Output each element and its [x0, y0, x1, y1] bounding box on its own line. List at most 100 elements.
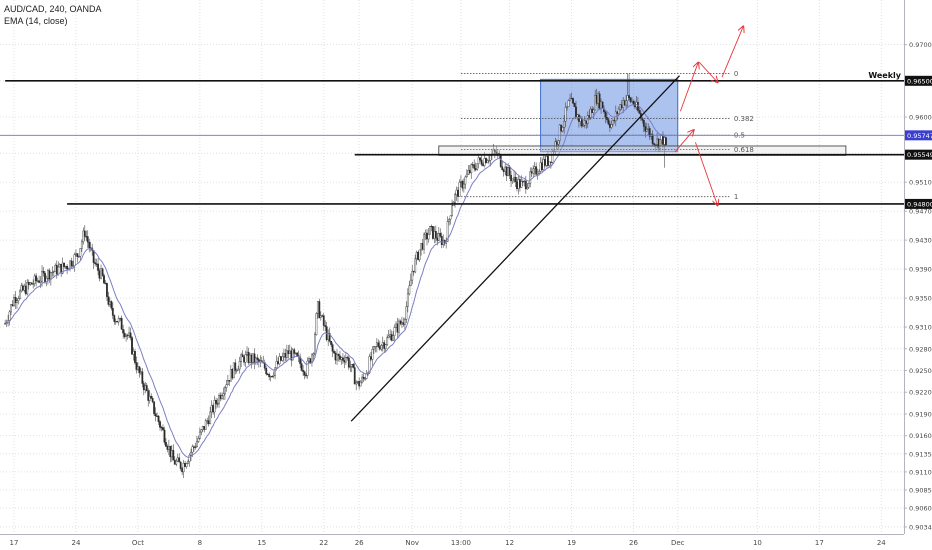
candle-body	[380, 345, 383, 350]
candle-body	[330, 340, 333, 345]
candle-body	[322, 315, 325, 326]
candle-body	[564, 107, 567, 122]
grid	[0, 0, 904, 534]
candle-body	[139, 371, 142, 374]
candle-body	[479, 157, 481, 161]
candle-body	[129, 332, 132, 338]
candle-body	[501, 166, 504, 170]
time-tick-label: 15	[257, 539, 266, 547]
candle-body	[455, 189, 458, 195]
candle-body	[221, 395, 223, 399]
candle-body	[429, 225, 431, 235]
candle-body	[266, 373, 269, 375]
fib-level-label: 1	[734, 193, 738, 201]
candle-body	[607, 119, 610, 125]
candle-body	[613, 119, 616, 122]
candle-body	[110, 301, 113, 309]
candle-body	[8, 311, 11, 321]
candle-body	[249, 354, 251, 363]
candle-body	[446, 221, 449, 242]
candle-body	[539, 162, 542, 172]
candle-body	[610, 124, 613, 128]
fib-level-label: 0.618	[734, 146, 754, 154]
drawings-background	[540, 78, 679, 153]
candle-body	[356, 381, 359, 383]
candle-body	[560, 124, 563, 132]
candle-body	[660, 135, 663, 140]
level-name-label: Weekly	[868, 71, 901, 80]
candle-body	[582, 125, 585, 127]
candle-body	[288, 350, 291, 354]
time-axis: 17 24 Oct 8 15 22 26 Nov 13:00 12 19 26 Dec 10 17 24	[0, 534, 904, 547]
candle-body	[198, 431, 201, 439]
candle-body	[462, 183, 465, 189]
candle-body	[436, 237, 439, 241]
projection-arrow	[698, 61, 718, 82]
current-price-box	[905, 130, 932, 141]
candle-body	[86, 236, 89, 243]
candle-body	[237, 368, 240, 371]
candle-body	[209, 411, 212, 425]
candle-body	[508, 167, 511, 176]
candle-body	[532, 168, 535, 174]
candle-body	[454, 194, 456, 203]
price-label-box	[905, 198, 932, 209]
candle-body	[55, 264, 58, 275]
candle-body	[504, 166, 507, 172]
candle-body	[426, 232, 428, 240]
candle-body	[116, 321, 119, 323]
candle-body	[529, 171, 532, 184]
candle-body	[120, 318, 123, 330]
candle-body	[371, 348, 374, 360]
candle-body	[370, 356, 372, 360]
candle-body	[653, 143, 656, 145]
candle-body	[589, 108, 592, 118]
candle-body	[215, 400, 217, 404]
candle-body	[241, 354, 244, 358]
candle-body	[184, 463, 186, 467]
candle-body	[285, 350, 288, 358]
candle-body	[346, 357, 349, 359]
candle-body	[507, 167, 510, 177]
candle-body	[387, 335, 390, 338]
candle-body	[16, 300, 18, 303]
time-tick-label: 19	[567, 539, 576, 547]
price-label-box	[905, 75, 932, 86]
candle-body	[308, 358, 310, 362]
candle-body	[642, 120, 645, 127]
candle-body	[14, 297, 17, 303]
candle-body	[591, 108, 594, 113]
candle-body	[626, 95, 629, 101]
candle-body	[465, 173, 468, 178]
price-label-text: 0.96500	[907, 77, 932, 85]
candle-body	[83, 230, 86, 237]
candle-body	[72, 265, 74, 267]
candle-body	[97, 263, 99, 271]
candle-body	[132, 351, 135, 355]
candle-body	[122, 329, 125, 334]
candle-body	[238, 361, 241, 370]
candle-body	[566, 106, 569, 108]
candle-body	[629, 97, 632, 102]
candle-body	[136, 366, 139, 370]
candle-body	[403, 319, 406, 325]
candle-body	[274, 367, 276, 376]
candle-body	[373, 346, 375, 350]
candle-body	[333, 351, 335, 354]
candle-body	[420, 243, 422, 251]
candle-body	[58, 263, 61, 268]
ema-series	[5, 104, 667, 458]
candle-body	[175, 460, 178, 465]
projection-arrow	[721, 26, 743, 78]
candle-body	[579, 118, 582, 122]
candle-body	[473, 164, 476, 169]
candle-body	[250, 354, 253, 363]
candle-body	[457, 189, 459, 197]
candle-body	[119, 318, 122, 320]
candle-body	[54, 264, 57, 272]
time-tick-label: 12	[505, 539, 514, 547]
